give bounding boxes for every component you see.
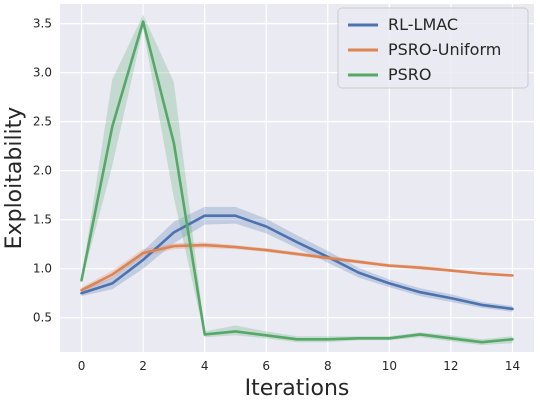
x-tick-label: 10: [382, 359, 397, 373]
x-tick-label: 2: [139, 359, 147, 373]
y-tick-label: 1.0: [33, 262, 52, 276]
legend-label: RL-LMAC: [388, 15, 458, 34]
confidence-band: [81, 14, 513, 346]
y-tick-label: 3.5: [33, 17, 52, 31]
x-tick-label: 4: [201, 359, 209, 373]
x-axis-label: Iterations: [245, 376, 350, 401]
y-axis-ticks: 0.5 1.0 1.5 2.0 2.5 3.0 3.5: [33, 17, 52, 325]
y-tick-label: 0.5: [33, 311, 52, 325]
y-tick-label: 2.0: [33, 164, 52, 178]
x-tick-label: 12: [443, 359, 458, 373]
y-tick-label: 2.5: [33, 115, 52, 129]
y-tick-label: 3.0: [33, 66, 52, 80]
x-tick-label: 0: [78, 359, 86, 373]
legend-box: [337, 7, 529, 89]
y-tick-label: 1.5: [33, 213, 52, 227]
series-line: [80, 243, 514, 292]
x-tick-label: 6: [262, 359, 270, 373]
series-lines: [80, 20, 514, 344]
x-tick-label: 8: [324, 359, 332, 373]
x-tick-label: 14: [505, 359, 520, 373]
y-axis-label: Exploitability: [2, 107, 27, 250]
x-axis-ticks: 0 2 4 6 8 10 12 14: [78, 359, 520, 373]
legend-label: PSRO-Uniform: [388, 40, 501, 59]
series-line: [80, 20, 514, 344]
legend: RL-LMAC PSRO-Uniform PSRO: [337, 7, 529, 89]
legend-label: PSRO: [388, 65, 432, 84]
